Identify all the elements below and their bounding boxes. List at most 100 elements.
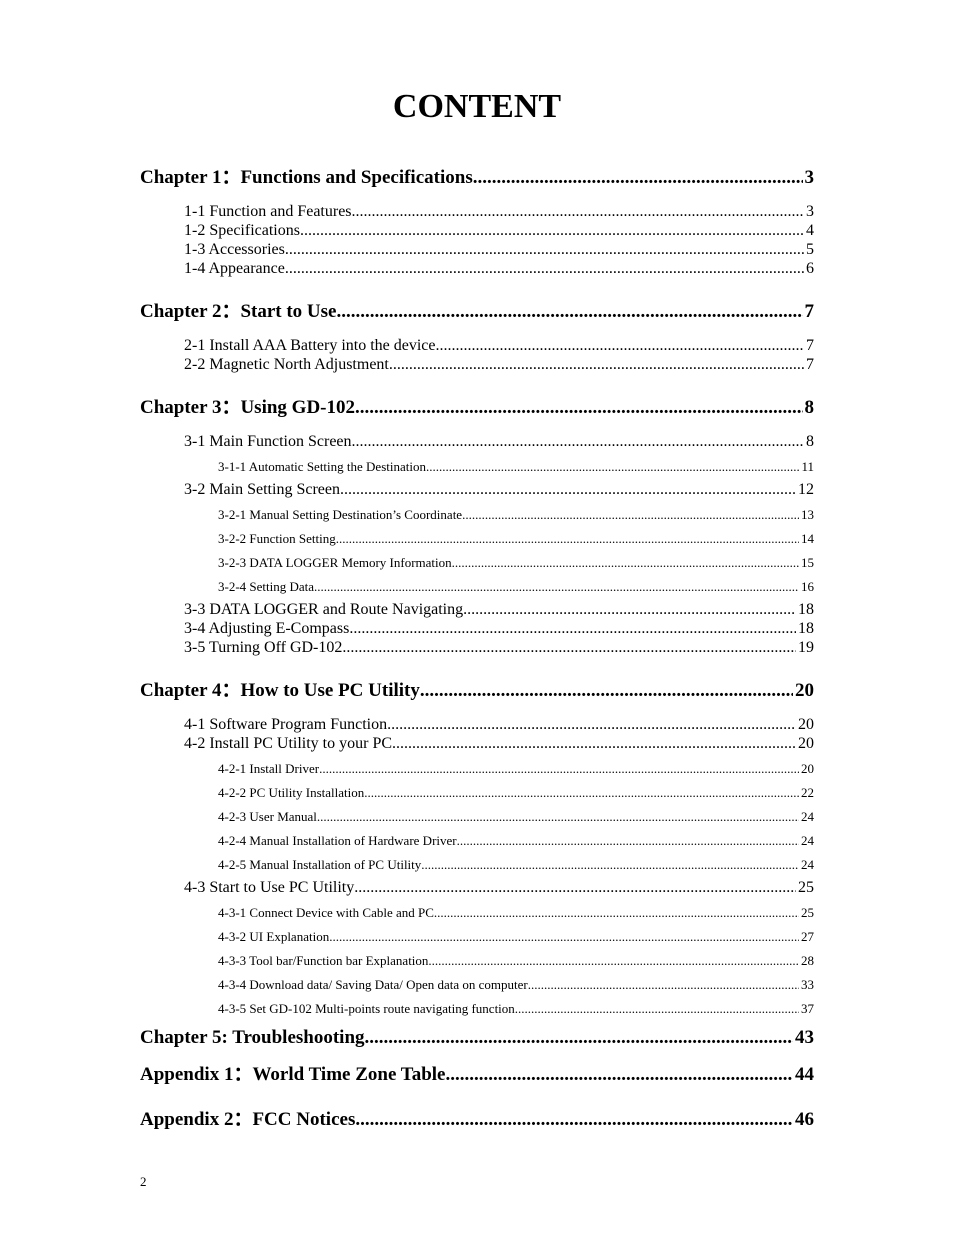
toc-leader (314, 579, 799, 595)
toc-entry-page: 24 (799, 809, 814, 825)
toc-leader (337, 301, 803, 323)
toc-leader (452, 555, 799, 571)
toc-leader (387, 716, 796, 734)
toc-entry-page: 7 (804, 356, 814, 374)
toc-leader (392, 735, 796, 753)
table-of-contents: Chapter 1：Functions and Specifications 3… (140, 162, 814, 1131)
toc-entry-page: 25 (799, 905, 814, 921)
toc-entry-label: 4-3-5 Set GD-102 Multi-points route navi… (218, 1001, 515, 1017)
toc-leader (319, 761, 799, 777)
toc-entry-page: 24 (799, 857, 814, 873)
toc-entry-label: 1-3 Accessories (184, 241, 285, 259)
toc-leader (349, 620, 796, 638)
toc-leader (457, 833, 799, 849)
toc-entry-label: 4-3-1 Connect Device with Cable and PC (218, 905, 434, 921)
toc-entry-page: 12 (796, 481, 814, 499)
toc-entry-page: 18 (796, 620, 814, 638)
toc-entry: 4-3-1 Connect Device with Cable and PC 2… (218, 905, 814, 921)
toc-leader (462, 507, 799, 523)
toc-leader (428, 953, 799, 969)
toc-entry-label: Chapter 5: Troubleshooting (140, 1027, 365, 1049)
toc-entry-label: 4-2-4 Manual Installation of Hardware Dr… (218, 833, 457, 849)
toc-entry: 3-3 DATA LOGGER and Route Navigating 18 (184, 601, 814, 619)
toc-entry: 4-2-4 Manual Installation of Hardware Dr… (218, 833, 814, 849)
toc-entry: Chapter 4：How to Use PC Utility 20 (140, 675, 814, 702)
toc-leader (436, 337, 805, 355)
toc-leader (336, 531, 799, 547)
toc-entry-page: 20 (793, 680, 814, 702)
toc-entry: 3-4 Adjusting E-Compass 18 (184, 620, 814, 638)
toc-entry-label: 1-4 Appearance (184, 260, 285, 278)
toc-leader (340, 481, 796, 499)
toc-entry: 3-2 Main Setting Screen 12 (184, 481, 814, 499)
toc-entry-page: 15 (799, 555, 814, 571)
toc-entry-label: 3-2-4 Setting Data (218, 579, 314, 595)
toc-entry: 2-1 Install AAA Battery into the device … (184, 337, 814, 355)
toc-leader (285, 260, 804, 278)
toc-leader (317, 809, 799, 825)
toc-entry-label: 3-2-1 Manual Setting Destination’s Coord… (218, 507, 462, 523)
toc-entry: 1-3 Accessories 5 (184, 241, 814, 259)
toc-entry: 3-1-1 Automatic Setting the Destination … (218, 459, 814, 475)
toc-entry-label: 4-3-2 UI Explanation (218, 929, 329, 945)
toc-entry-label: 3-2-2 Function Setting (218, 531, 336, 547)
toc-entry-page: 18 (796, 601, 814, 619)
toc-entry: 4-2-3 User Manual 24 (218, 809, 814, 825)
toc-leader (365, 1027, 793, 1049)
page-number: 2 (140, 1174, 147, 1190)
toc-entry-page: 37 (799, 1001, 814, 1017)
toc-entry: 3-1 Main Function Screen 8 (184, 433, 814, 451)
toc-leader (352, 433, 804, 451)
toc-entry-label: Appendix 2：FCC Notices (140, 1104, 355, 1131)
toc-entry: 3-2-4 Setting Data 16 (218, 579, 814, 595)
toc-leader (473, 167, 803, 189)
toc-entry-page: 19 (796, 639, 814, 657)
toc-entry-label: 3-2 Main Setting Screen (184, 481, 340, 499)
toc-entry-page: 44 (793, 1064, 814, 1086)
toc-entry-label: Chapter 4：How to Use PC Utility (140, 675, 420, 702)
toc-entry-page: 7 (803, 301, 815, 323)
toc-entry: 4-3-5 Set GD-102 Multi-points route navi… (218, 1001, 814, 1017)
toc-entry: 3-2-1 Manual Setting Destination’s Coord… (218, 507, 814, 523)
toc-entry-page: 20 (796, 716, 814, 734)
toc-entry-label: 4-1 Software Program Function (184, 716, 387, 734)
toc-entry: 3-2-2 Function Setting 14 (218, 531, 814, 547)
toc-entry-label: 2-1 Install AAA Battery into the device (184, 337, 436, 355)
toc-entry: 4-2-5 Manual Installation of PC Utility … (218, 857, 814, 873)
toc-entry: Chapter 2：Start to Use 7 (140, 296, 814, 323)
toc-entry-page: 3 (804, 203, 814, 221)
toc-entry: 3-2-3 DATA LOGGER Memory Information 15 (218, 555, 814, 571)
toc-entry-label: 1-2 Specifications (184, 222, 300, 240)
toc-leader (463, 601, 796, 619)
toc-entry-page: 7 (804, 337, 814, 355)
toc-entry-page: 33 (799, 977, 814, 993)
toc-entry-label: Chapter 3：Using GD-102 (140, 392, 355, 419)
toc-entry-page: 22 (799, 785, 814, 801)
toc-entry-page: 5 (804, 241, 814, 259)
toc-entry-label: 4-2-2 PC Utility Installation (218, 785, 364, 801)
toc-entry-page: 11 (799, 459, 814, 475)
toc-entry: 1-4 Appearance 6 (184, 260, 814, 278)
toc-leader (421, 857, 799, 873)
toc-entry-label: 4-2-1 Install Driver (218, 761, 319, 777)
toc-leader (389, 356, 804, 374)
toc-entry-label: 3-2-3 DATA LOGGER Memory Information (218, 555, 452, 571)
toc-entry-label: 3-5 Turning Off GD-102 (184, 639, 342, 657)
toc-leader (364, 785, 799, 801)
toc-leader (285, 241, 804, 259)
toc-entry-label: Chapter 1：Functions and Specifications (140, 162, 473, 189)
toc-entry-label: 1-1 Function and Features (184, 203, 352, 221)
toc-entry-label: 4-2-5 Manual Installation of PC Utility (218, 857, 421, 873)
toc-entry: 4-3-3 Tool bar/Function bar Explanation … (218, 953, 814, 969)
toc-leader (329, 929, 799, 945)
toc-entry-label: 3-3 DATA LOGGER and Route Navigating (184, 601, 463, 619)
toc-leader (354, 879, 796, 897)
toc-leader (355, 397, 803, 419)
toc-entry-label: 4-2 Install PC Utility to your PC (184, 735, 392, 753)
toc-entry: Appendix 2：FCC Notices 46 (140, 1104, 814, 1131)
toc-entry-label: 2-2 Magnetic North Adjustment (184, 356, 389, 374)
toc-entry-page: 20 (796, 735, 814, 753)
toc-entry-page: 27 (799, 929, 814, 945)
toc-leader (434, 905, 799, 921)
toc-entry: 4-2 Install PC Utility to your PC 20 (184, 735, 814, 753)
